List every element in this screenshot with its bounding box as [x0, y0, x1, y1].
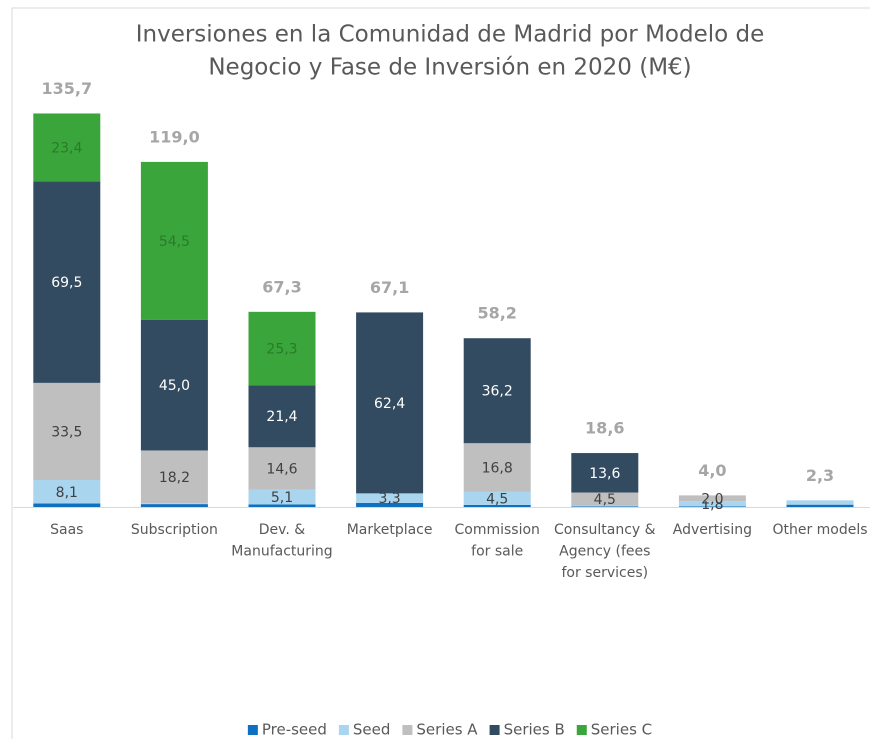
- total-label: 135,7: [41, 79, 92, 98]
- bar-segment: [248, 447, 316, 490]
- x-tick-label: Other models: [772, 522, 867, 538]
- legend-label: Series A: [416, 721, 478, 739]
- data-label: 45,0: [159, 378, 190, 394]
- data-label: 5,1: [271, 490, 293, 506]
- bar-segment: [140, 504, 208, 507]
- total-label: 58,2: [477, 304, 516, 323]
- bar-segment: [356, 312, 424, 494]
- bar-segment: [140, 161, 208, 320]
- data-label: 23,4: [51, 140, 82, 156]
- data-label: 25,3: [266, 342, 297, 358]
- x-tick-label: Advertising: [673, 522, 752, 538]
- chart-frame: [11, 7, 870, 739]
- data-label: 18,2: [159, 470, 190, 486]
- chart-title: Inversiones en la Comunidad de Madrid po…: [136, 22, 765, 48]
- data-label: 21,4: [266, 409, 297, 425]
- bar-segment: [140, 319, 208, 451]
- data-label: 62,4: [374, 396, 405, 412]
- bar-segment: [33, 382, 101, 481]
- legend-swatch: [338, 725, 349, 735]
- x-tick-label: for services): [561, 565, 648, 581]
- data-label: 2,0: [701, 491, 723, 507]
- bar-segment: [248, 504, 316, 507]
- data-label: 13,6: [589, 466, 620, 482]
- total-label: 119,0: [149, 127, 200, 146]
- bar-segment: [463, 338, 531, 444]
- total-label: 67,1: [370, 278, 409, 297]
- bar-segment: [571, 506, 639, 507]
- bar-segment: [786, 504, 854, 507]
- x-tick-label: Saas: [50, 522, 83, 538]
- bar-segment: [140, 503, 208, 505]
- x-tick-label: Marketplace: [347, 522, 433, 538]
- legend-label: Series B: [504, 721, 565, 739]
- data-label: 69,5: [51, 275, 82, 291]
- total-label: 67,3: [262, 277, 301, 296]
- data-label: 36,2: [482, 384, 513, 400]
- legend-label: Seed: [353, 721, 391, 739]
- x-tick-label: Commission: [454, 522, 539, 538]
- bar-segment: [463, 443, 531, 492]
- chart-title: Negocio y Fase de Inversión en 2020 (M€): [208, 55, 691, 81]
- legend-swatch: [247, 725, 258, 735]
- x-tick-label: Consultancy &: [554, 522, 656, 538]
- x-tick-label: Agency (fees: [559, 544, 650, 560]
- bar-segment: [678, 495, 746, 502]
- x-tick-label: Manufacturing: [231, 544, 332, 560]
- x-tick-label: for sale: [471, 544, 523, 560]
- bar-segment: [356, 502, 424, 507]
- bar-segment: [140, 450, 208, 504]
- bar-segment: [33, 480, 101, 504]
- data-label: 3,3: [378, 491, 400, 507]
- data-label: 4,5: [594, 492, 616, 508]
- data-label: 14,6: [266, 461, 297, 477]
- bar-segment: [678, 506, 746, 507]
- bar-segment: [33, 503, 101, 507]
- bar-segment: [571, 492, 639, 506]
- legend-swatch: [402, 725, 413, 735]
- total-label: 4,0: [698, 461, 726, 480]
- total-label: 18,6: [585, 419, 624, 438]
- bar-segment: [248, 385, 316, 448]
- legend-label: Series C: [591, 721, 652, 739]
- x-tick-label: Dev. &: [259, 522, 305, 538]
- bar-segment: [463, 491, 531, 505]
- legend-label: Pre-seed: [262, 721, 327, 739]
- bar-segment: [786, 500, 854, 505]
- bar-segment: [33, 181, 101, 383]
- legend-swatch: [489, 725, 500, 735]
- bar-segment: [33, 113, 101, 182]
- data-label: 4,5: [486, 491, 508, 507]
- bar-segment: [571, 453, 639, 493]
- bar-segment: [248, 311, 316, 386]
- bar-segment: [678, 501, 746, 507]
- data-label: 33,5: [51, 424, 82, 440]
- data-label: 54,5: [159, 234, 190, 250]
- total-label: 2,3: [806, 466, 834, 485]
- data-label: 8,1: [56, 485, 78, 501]
- x-tick-label: Subscription: [131, 522, 218, 538]
- data-label: 16,8: [482, 461, 513, 477]
- bar-segment: [463, 504, 531, 507]
- bar-segment: [248, 489, 316, 505]
- legend-swatch: [576, 725, 587, 735]
- bar-segment: [571, 505, 639, 507]
- bar-segment: [356, 493, 424, 503]
